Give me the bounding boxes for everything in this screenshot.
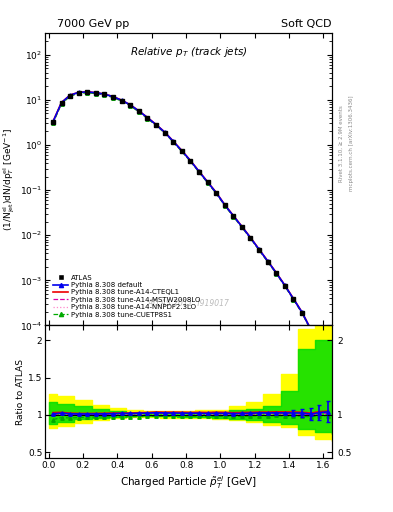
Text: Soft QCD: Soft QCD	[281, 19, 331, 29]
Text: Rivet 3.1.10, ≥ 2.9M events: Rivet 3.1.10, ≥ 2.9M events	[339, 105, 344, 182]
Text: ATLAS 2011  I919017: ATLAS 2011 I919017	[148, 299, 230, 308]
Y-axis label: (1/N$_{\rm jet}^{\rm el}$)dN/dp$^{\rm el}_T$ [GeV$^{-1}$]: (1/N$_{\rm jet}^{\rm el}$)dN/dp$^{\rm el…	[2, 128, 17, 231]
Text: Relative p$_T$ (track jets): Relative p$_T$ (track jets)	[130, 45, 248, 59]
Legend: ATLAS, Pythia 8.308 default, Pythia 8.308 tune-A14-CTEQL1, Pythia 8.308 tune-A14: ATLAS, Pythia 8.308 default, Pythia 8.30…	[51, 273, 202, 319]
Y-axis label: Ratio to ATLAS: Ratio to ATLAS	[16, 359, 25, 425]
Text: mcplots.cern.ch [arXiv:1306.3436]: mcplots.cern.ch [arXiv:1306.3436]	[349, 96, 354, 191]
Text: 7000 GeV pp: 7000 GeV pp	[57, 19, 129, 29]
X-axis label: Charged Particle $\tilde{p}^{el}_T$ [GeV]: Charged Particle $\tilde{p}^{el}_T$ [GeV…	[120, 474, 257, 491]
